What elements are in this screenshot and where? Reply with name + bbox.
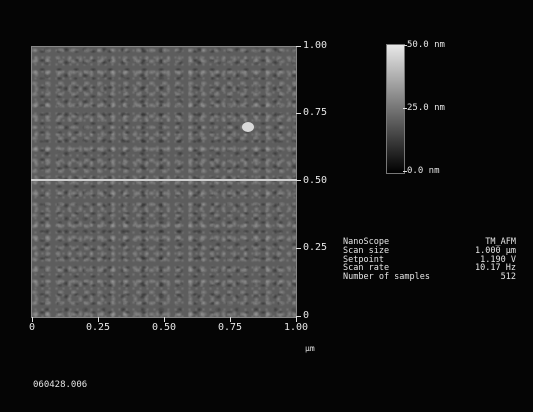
x-tick-mark (164, 317, 165, 322)
afm-height-image (31, 46, 297, 318)
info-value: 512 (500, 272, 516, 283)
x-tick-label: 0.75 (217, 322, 243, 333)
x-tick-mark (98, 317, 99, 322)
color-scale-tick (403, 108, 407, 109)
info-value: 1.190 V (480, 254, 516, 265)
color-scale-label-mid: 25.0 nm (407, 103, 445, 113)
instrument-name: NanoScope (343, 237, 390, 247)
info-row: Scan size 1.000 µm (343, 245, 516, 256)
y-tick-label: 0.25 (303, 242, 328, 253)
x-tick-mark (296, 317, 297, 322)
x-tick-label: 0.50 (151, 322, 177, 333)
y-tick-mark (296, 113, 301, 114)
y-tick-mark (296, 180, 301, 181)
info-row: Number of samples 512 (343, 273, 516, 282)
y-tick-label: 0.75 (303, 107, 328, 118)
color-scale-label-min: 0.0 nm (407, 166, 440, 176)
x-tick-mark (230, 317, 231, 322)
color-scale-tick (403, 45, 407, 46)
info-row: Setpoint 1.190 V (343, 254, 516, 265)
x-tick-mark (32, 317, 33, 322)
info-label: Setpoint (343, 254, 384, 265)
x-tick-label: 0 (28, 322, 36, 333)
info-value: 1.000 µm (475, 245, 516, 256)
y-tick-mark (296, 248, 301, 249)
info-label: Scan size (343, 245, 390, 256)
color-scale-bar (386, 44, 405, 174)
y-tick-mark (296, 316, 301, 317)
info-label: Number of samples (343, 272, 430, 283)
x-tick-label: 0.25 (85, 322, 111, 333)
bright-particle (242, 122, 254, 132)
info-label: Scan rate (343, 263, 390, 274)
color-scale-tick (403, 171, 407, 172)
color-scale-label-max: 50.0 nm (407, 40, 445, 50)
y-tick-mark (296, 46, 301, 47)
y-tick-label: 1.00 (303, 40, 328, 51)
info-value: 10.17 Hz (475, 263, 516, 274)
file-identifier: 060428.006 (33, 380, 88, 390)
info-row-header: NanoScope TM_AFM (343, 238, 516, 247)
info-row: Scan rate 10.17 Hz (343, 264, 516, 273)
y-tick-label: 0.50 (303, 175, 328, 186)
scan-parameters: NanoScope TM_AFM Scan size 1.000 µm Setp… (343, 238, 516, 282)
scan-line-artifact (31, 179, 297, 181)
scan-mode: TM_AFM (485, 237, 516, 247)
x-axis-unit: µm (305, 344, 315, 353)
y-tick-label: 0 (303, 310, 310, 321)
x-tick-label: 1.00 (283, 322, 309, 333)
